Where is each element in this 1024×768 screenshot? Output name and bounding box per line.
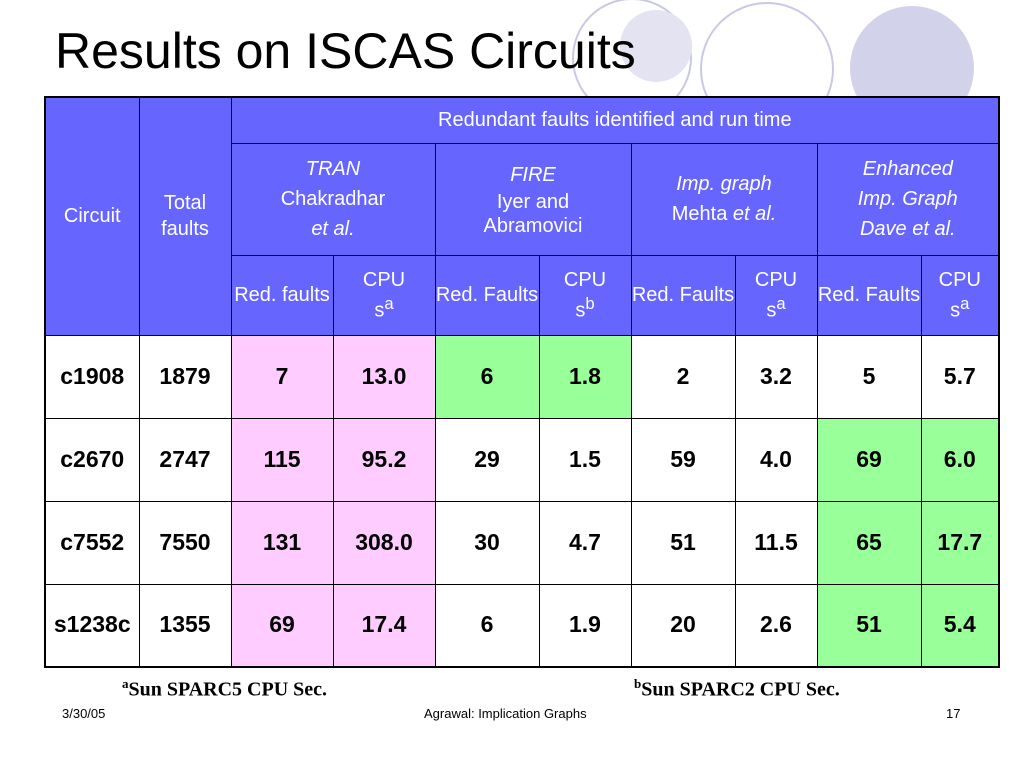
header-method-imp-graph: Imp. graph Mehta et al. [630, 142, 818, 256]
method-author: Dave et al. [859, 218, 956, 240]
method-etal: et al. [732, 203, 777, 225]
method-name: TRAN [305, 158, 361, 180]
method-etal: et al. [311, 218, 355, 240]
cpu-unit: s [374, 299, 385, 322]
method-author-line: Mehta et al. [632, 199, 817, 229]
header-method-fire: FIRE Iyer and Abramovici [434, 142, 632, 256]
subheader-cpu: CPU sa [920, 254, 1000, 336]
table-row: c2670 2747 115 95.2 29 1.5 59 4.0 69 6.0 [44, 417, 1000, 502]
cell-value: 5.7 [920, 334, 1000, 419]
header-method-enhanced: Enhanced Imp. Graph Dave et al. [816, 142, 1000, 256]
subheader-cpu: CPU sa [332, 254, 436, 336]
cell-circuit: c2670 [44, 417, 140, 502]
cell-value: 65 [816, 500, 922, 585]
cell-value: 4.0 [734, 417, 818, 502]
cell-value: 1.8 [538, 334, 632, 419]
cpu-label: CPU [362, 268, 406, 291]
slide-title: Results on ISCAS Circuits [55, 23, 636, 79]
subheader-cpu: CPU sa [734, 254, 818, 336]
method-author-2: Abramovici [483, 215, 583, 237]
cell-value: 17.4 [332, 583, 436, 668]
cell-value: 17.7 [920, 500, 1000, 585]
cpu-sup: a [960, 293, 970, 313]
cpu-sup: b [585, 293, 595, 313]
method-name: Imp. graph [676, 173, 772, 195]
header-method-tran: TRAN Chakradhar et al. [230, 142, 436, 256]
footnote-a-text: Sun SPARC5 CPU Sec. [128, 678, 328, 701]
method-name: Enhanced [862, 158, 953, 180]
subheader-red: Red. Faults [434, 254, 540, 336]
table-row: c7552 7550 131 308.0 30 4.7 51 11.5 65 1… [44, 500, 1000, 585]
cpu-label: CPU [563, 268, 607, 291]
footnote-b-text: Sun SPARC2 CPU Sec. [641, 678, 840, 701]
cell-circuit: s1238c [44, 583, 140, 668]
footnote-a: aSun SPARC5 CPU Sec. [122, 676, 327, 702]
header-circuit: Circuit [44, 96, 140, 336]
method-author: Chakradhar [280, 188, 386, 210]
cell-value: 131 [230, 500, 334, 585]
cell-value: 2 [630, 334, 736, 419]
cell-value: 6 [434, 583, 540, 668]
table-row: s1238c 1355 69 17.4 6 1.9 20 2.6 51 5.4 [44, 583, 1000, 668]
cell-total: 1879 [138, 334, 232, 419]
cell-value: 11.5 [734, 500, 818, 585]
cell-value: 1.5 [538, 417, 632, 502]
cell-value: 115 [230, 417, 334, 502]
cell-value: 4.7 [538, 500, 632, 585]
cell-value: 1.9 [538, 583, 632, 668]
cell-value: 51 [816, 583, 922, 668]
cell-value: 13.0 [332, 334, 436, 419]
cell-value: 7 [230, 334, 334, 419]
cell-value: 5.4 [920, 583, 1000, 668]
cpu-unit: s [950, 299, 961, 322]
cell-value: 20 [630, 583, 736, 668]
cell-value: 69 [230, 583, 334, 668]
footnote-a-sup: a [122, 676, 129, 691]
cell-value: 6 [434, 334, 540, 419]
cpu-unit: s [766, 299, 777, 322]
table-row: c1908 1879 7 13.0 6 1.8 2 3.2 5 5.7 [44, 334, 1000, 419]
subheader-red: Red. faults [230, 254, 334, 336]
cpu-sup: a [384, 293, 394, 313]
cell-value: 30 [434, 500, 540, 585]
cpu-label: CPU [938, 268, 981, 291]
cell-value: 51 [630, 500, 736, 585]
cpu-label: CPU [754, 268, 798, 291]
header-total-faults: Total faults [138, 96, 232, 336]
cell-circuit: c7552 [44, 500, 140, 585]
cpu-unit: s [575, 299, 586, 322]
footnote-b-sup: b [634, 676, 642, 691]
cell-total: 7550 [138, 500, 232, 585]
cell-value: 95.2 [332, 417, 436, 502]
results-table: Circuit Total faults Redundant faults id… [44, 96, 1001, 668]
decor-circle-2 [620, 10, 692, 82]
footer-date: 3/30/05 [62, 706, 106, 721]
cell-total: 2747 [138, 417, 232, 502]
footnote-b: bSun SPARC2 CPU Sec. [634, 676, 840, 702]
cell-value: 2.6 [734, 583, 818, 668]
header-group: Redundant faults identified and run time [230, 96, 1000, 144]
cell-value: 308.0 [332, 500, 436, 585]
cpu-sup: a [776, 293, 786, 313]
subheader-red: Red. Faults [816, 254, 922, 336]
subheader-red: Red. Faults [630, 254, 736, 336]
footer-title: Agrawal: Implication Graphs [424, 706, 587, 721]
cell-value: 29 [434, 417, 540, 502]
cell-value: 6.0 [920, 417, 1000, 502]
cell-value: 3.2 [734, 334, 818, 419]
cell-value: 5 [816, 334, 922, 419]
subheader-cpu: CPU sb [538, 254, 632, 336]
method-name-2: Imp. Graph [857, 188, 958, 210]
cell-value: 69 [816, 417, 922, 502]
cell-total: 1355 [138, 583, 232, 668]
method-name: FIRE [510, 164, 556, 186]
method-author: Iyer and [496, 191, 570, 213]
footer-page-number: 17 [946, 706, 961, 721]
cell-value: 59 [630, 417, 736, 502]
method-author: Mehta [671, 203, 728, 225]
cell-circuit: c1908 [44, 334, 140, 419]
